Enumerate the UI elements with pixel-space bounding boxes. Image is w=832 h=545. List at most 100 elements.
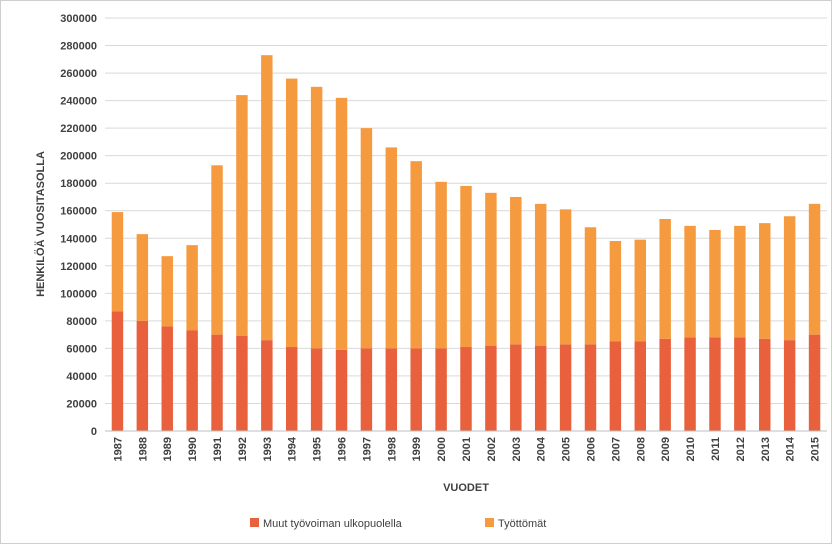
x-tick-label: 1999 [411,437,423,461]
bar-tyottomat [435,181,447,349]
bar-muut-tyovoiman-ulkopuolella [709,337,721,431]
bar-tyottomat [385,147,398,349]
bar-muut-tyovoiman-ulkopuolella [634,341,647,431]
bar-muut-tyovoiman-ulkopuolella [410,348,422,431]
legend: Muut työvoiman ulkopuolella Työttömät [250,518,546,530]
x-tick-label: 2015 [810,437,822,461]
bar-muut-tyovoiman-ulkopuolella [783,340,796,431]
legend-swatch-muut [250,518,259,527]
x-tick-label: 2010 [685,437,697,461]
bar-tyottomat [310,86,323,349]
y-tick-label: 100000 [60,288,97,300]
x-tick-label: 1990 [187,437,199,461]
bar-muut-tyovoiman-ulkopuolella [111,311,124,431]
x-tick-label: 2001 [461,437,473,461]
bar-muut-tyovoiman-ulkopuolella [285,347,298,431]
x-tick-label: 1992 [237,437,249,461]
bar-muut-tyovoiman-ulkopuolella [609,341,622,431]
bar-tyottomat [759,223,771,339]
bar-tyottomat [734,225,746,338]
y-tick-label: 220000 [60,123,97,135]
bar-tyottomat [460,185,472,348]
legend-label-muut: Muut työvoiman ulkopuolella [263,518,403,530]
x-tick-label: 2011 [710,437,722,461]
bar-tyottomat [111,212,124,312]
y-tick-label: 160000 [60,206,97,218]
x-tick-label: 2014 [785,436,797,461]
bar-muut-tyovoiman-ulkopuolella [186,330,198,431]
bar-tyottomat [186,245,198,331]
bar-muut-tyovoiman-ulkopuolella [759,338,771,431]
bar-muut-tyovoiman-ulkopuolella [684,337,696,431]
bar-muut-tyovoiman-ulkopuolella [385,348,398,431]
x-tick-label: 1998 [386,437,398,461]
bar-tyottomat [161,256,173,327]
bar-tyottomat [410,161,422,349]
bar-muut-tyovoiman-ulkopuolella [335,349,348,431]
bar-tyottomat [510,196,522,345]
y-tick-label: 300000 [60,13,97,25]
x-tick-label: 2005 [561,437,573,461]
x-tick-label: 1988 [137,437,149,461]
bar-muut-tyovoiman-ulkopuolella [211,334,223,431]
x-tick-label: 2003 [511,437,523,461]
legend-swatch-tyottomat [485,518,494,527]
x-tick-label: 2007 [610,437,622,461]
x-tick-label: 1991 [212,437,224,461]
x-tick-label: 1995 [312,437,324,461]
bar-muut-tyovoiman-ulkopuolella [659,338,671,431]
bar-tyottomat [559,209,572,345]
y-axis-title: HENKILÖÄ VUOSITASOLLA [34,151,47,297]
bar-muut-tyovoiman-ulkopuolella [136,320,149,431]
bar-muut-tyovoiman-ulkopuolella [161,326,173,431]
x-tick-label: 2013 [760,437,772,461]
x-tick-label: 2002 [486,437,498,461]
bar-tyottomat [659,218,671,339]
x-tick-label: 2006 [585,437,597,461]
y-tick-label: 80000 [66,316,97,328]
bar-tyottomat [534,203,547,346]
bar-muut-tyovoiman-ulkopuolella [261,340,273,431]
bar-muut-tyovoiman-ulkopuolella [310,348,323,431]
x-tick-label: 2004 [536,436,548,461]
bar-muut-tyovoiman-ulkopuolella [485,345,497,431]
bar-tyottomat [236,95,248,337]
x-tick-label: 1994 [287,436,299,461]
x-axis-title: VUODET [443,482,489,494]
y-tick-label: 180000 [60,178,97,190]
x-tick-label: 1997 [361,437,373,461]
x-tick-label: 1989 [162,437,174,461]
bar-tyottomat [684,225,696,338]
x-tick-label: 1987 [112,437,124,461]
bar-tyottomat [335,97,348,350]
bar-muut-tyovoiman-ulkopuolella [460,347,472,431]
bar-muut-tyovoiman-ulkopuolella [534,345,547,431]
x-tick-label: 2009 [660,437,672,461]
bar-muut-tyovoiman-ulkopuolella [734,337,746,431]
bar-tyottomat [285,78,298,348]
bar-tyottomat [584,227,597,345]
bar-tyottomat [634,239,647,342]
bar-muut-tyovoiman-ulkopuolella [584,344,597,431]
y-axis-ticks: 0 20000 40000 60000 80000 100000 120000 140000 1… [60,13,97,438]
y-tick-label: 140000 [60,233,97,245]
bar-muut-tyovoiman-ulkopuolella [510,344,522,431]
bar-muut-tyovoiman-ulkopuolella [808,334,821,431]
bar-tyottomat [485,192,497,346]
y-tick-label: 20000 [66,398,97,410]
bar-tyottomat [261,55,273,341]
x-tick-label: 2000 [436,437,448,461]
x-tick-label: 1996 [337,437,349,461]
bar-muut-tyovoiman-ulkopuolella [435,348,447,431]
x-tick-label: 2008 [635,437,647,461]
y-tick-label: 260000 [60,68,97,80]
y-tick-label: 0 [91,426,97,438]
x-tick-label: 1993 [262,437,274,461]
y-tick-label: 40000 [66,371,97,383]
x-tick-label: 2012 [735,437,747,461]
bar-tyottomat [709,230,721,338]
y-tick-label: 120000 [60,261,97,273]
bar-tyottomat [360,128,373,349]
bars [111,55,821,431]
